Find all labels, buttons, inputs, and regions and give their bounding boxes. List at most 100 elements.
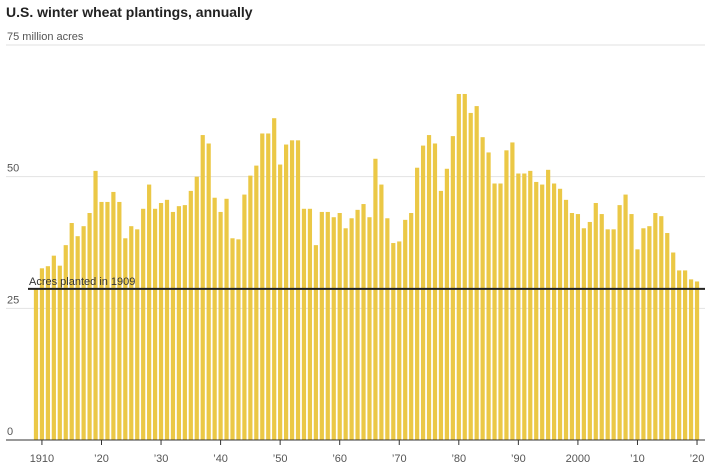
bar <box>75 236 80 440</box>
y-tick-label: 0 <box>7 426 13 438</box>
bar <box>468 112 473 440</box>
bar <box>206 143 211 440</box>
bar <box>593 203 598 440</box>
chart-title: U.S. winter wheat plantings, annually <box>6 4 253 20</box>
bar <box>57 265 62 440</box>
bar <box>456 93 461 440</box>
bar <box>158 203 164 440</box>
bar <box>164 199 170 440</box>
bar <box>319 211 324 440</box>
bar <box>325 211 330 440</box>
bar <box>99 201 104 440</box>
reference-label: Acres planted in 1909 <box>29 276 135 288</box>
bar <box>129 226 134 440</box>
bar <box>641 228 646 440</box>
bar <box>284 144 289 441</box>
bar <box>230 238 235 440</box>
bar <box>409 213 414 440</box>
bar <box>486 152 491 440</box>
bar <box>69 223 74 440</box>
bar <box>152 208 158 440</box>
x-tick-label: ’90 <box>511 453 526 465</box>
bar <box>385 218 390 440</box>
bar <box>343 228 348 440</box>
bar <box>629 214 634 440</box>
bar <box>492 183 497 440</box>
bar <box>182 205 187 440</box>
x-tick-label: ’70 <box>392 453 407 465</box>
x-tick-label: ’40 <box>213 453 228 465</box>
bar <box>522 173 527 441</box>
bar <box>671 252 676 440</box>
bar <box>33 288 39 440</box>
bar <box>617 205 622 440</box>
bar <box>236 239 241 440</box>
bar <box>361 204 366 440</box>
x-tick-label: ’80 <box>451 453 466 465</box>
bar <box>111 191 116 440</box>
bar <box>45 266 50 440</box>
bar <box>462 93 467 440</box>
bar <box>117 201 122 440</box>
bar <box>170 211 176 440</box>
bar <box>534 181 539 440</box>
bar <box>444 168 449 440</box>
bar <box>516 173 521 441</box>
x-tick-label: ’30 <box>154 453 169 465</box>
bar <box>337 213 342 440</box>
bar <box>218 211 223 440</box>
bar <box>51 255 56 440</box>
bar <box>135 229 140 440</box>
bar <box>313 245 318 440</box>
bar <box>188 190 193 440</box>
bar <box>331 217 336 440</box>
bar <box>367 217 372 440</box>
x-tick-label: ’20 <box>690 453 705 465</box>
bar <box>504 150 509 441</box>
bar <box>224 198 229 440</box>
bar <box>63 245 68 440</box>
bar <box>379 184 384 440</box>
bar <box>87 213 92 440</box>
bar <box>349 218 354 440</box>
bar <box>557 188 563 440</box>
bar <box>510 142 515 440</box>
bar <box>575 214 581 440</box>
bar <box>105 201 110 440</box>
bar <box>373 158 378 440</box>
bar <box>248 175 253 440</box>
bar <box>242 194 247 440</box>
bar <box>212 197 217 440</box>
bar <box>647 226 652 440</box>
bar <box>254 165 259 440</box>
bar <box>474 106 479 441</box>
bar <box>355 209 360 440</box>
y-tick-label: 50 <box>7 163 19 175</box>
bar <box>528 170 533 440</box>
y-tick-label: 25 <box>7 294 19 306</box>
bar <box>635 249 640 440</box>
bar <box>677 270 682 440</box>
x-tick-label: 2000 <box>566 453 590 465</box>
bar <box>176 206 182 440</box>
bar <box>426 135 432 440</box>
bar <box>688 279 694 440</box>
bar <box>295 140 301 440</box>
bar <box>266 133 271 441</box>
bar <box>611 229 616 440</box>
bar <box>498 183 503 440</box>
bar <box>420 145 426 441</box>
bar <box>141 208 146 440</box>
bar <box>438 190 444 440</box>
bar <box>623 194 628 440</box>
bar <box>540 184 545 440</box>
bar <box>581 228 586 440</box>
bar <box>194 176 199 440</box>
bar <box>659 216 664 440</box>
x-tick-label: ’60 <box>332 453 347 465</box>
bar <box>147 184 152 440</box>
bar <box>415 167 420 441</box>
bar <box>563 199 569 440</box>
bar <box>301 208 307 440</box>
